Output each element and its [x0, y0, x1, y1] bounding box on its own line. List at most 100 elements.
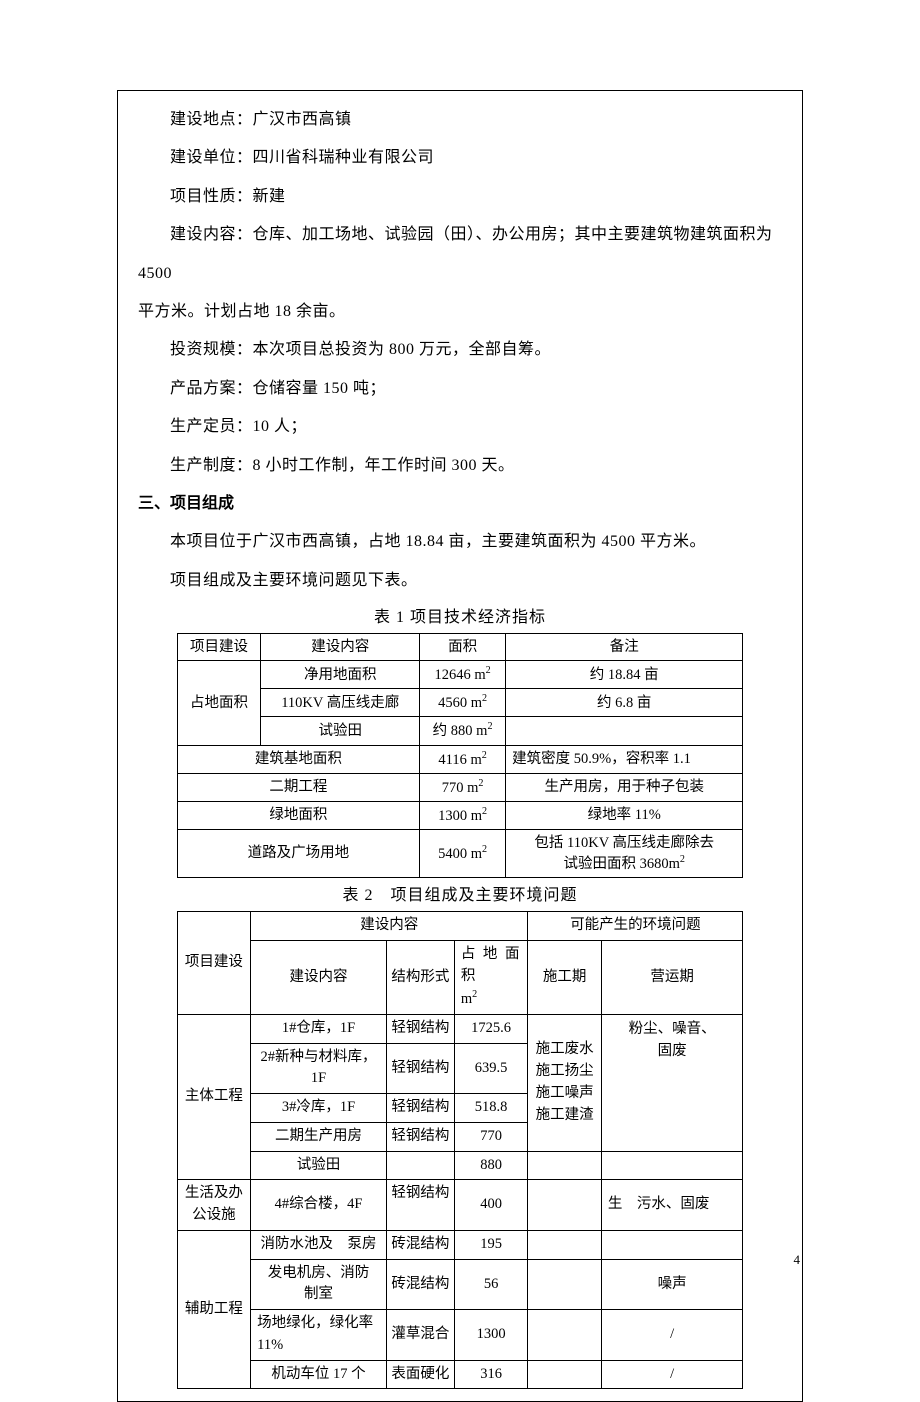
- t2-cons-env: 施工废水 施工扬尘 施工噪声 施工建渣: [528, 1014, 602, 1151]
- t2-r1c1: 1#仓库，1F: [251, 1014, 387, 1043]
- t1-r1c4: 约 18.84 亩: [506, 661, 743, 689]
- intro-invest: 投资规模：本次项目总投资为 800 万元，全部自筹。: [138, 331, 782, 369]
- t2-r9-oper: /: [601, 1310, 742, 1361]
- t1-r1c3-val: 12646 m: [434, 667, 485, 683]
- sup-icon: 2: [482, 806, 487, 817]
- table-row: 道路及广场用地 5400 m2 包括 110KV 高压线走廊除去 试验田面积 3…: [177, 829, 743, 877]
- section3-heading: 三、项目组成: [138, 485, 782, 523]
- t1-r7c4a: 包括 110KV 高压线走廊除去: [534, 835, 714, 851]
- t2-sh-area: 占 地 面 积 m2: [454, 940, 528, 1014]
- table-row: 辅助工程 消防水池及 泵房 砖混结构 195: [177, 1230, 743, 1259]
- intro-unit: 建设单位：四川省科瑞种业有限公司: [138, 139, 782, 177]
- t1-r6c3-val: 1300 m: [438, 808, 482, 824]
- intro-nature: 项目性质：新建: [138, 178, 782, 216]
- t1-r2c2: 110KV 高压线走廊: [261, 689, 420, 717]
- t1-r2c4: 约 6.8 亩: [506, 689, 743, 717]
- t1-r3c2: 试验田: [261, 717, 420, 745]
- table-row: 场地绿化，绿化率 11% 灌草混合 1300 /: [177, 1310, 743, 1361]
- t2-sh-area-a: 占 地 面 积: [461, 946, 522, 984]
- t2-r8c3: 56: [454, 1259, 528, 1310]
- t2-r6-oper: 生 污水、固废: [601, 1180, 742, 1231]
- t2-r9-cons: [528, 1310, 602, 1361]
- t2-r3c3: 518.8: [454, 1094, 528, 1123]
- t2-sh-cons: 施工期: [528, 940, 602, 1014]
- t1-r7c1: 道路及广场用地: [177, 829, 419, 877]
- intro-schedule: 生产制度：8 小时工作制，年工作时间 300 天。: [138, 447, 782, 485]
- t2-r5-oper: [601, 1151, 742, 1180]
- table1-caption: 表 1 项目技术经济指标: [138, 604, 782, 633]
- t2-cons-b: 施工扬尘: [536, 1063, 594, 1079]
- t2-r9c1: 场地绿化，绿化率 11%: [251, 1310, 387, 1361]
- t2-auxproj: 辅助工程: [177, 1230, 251, 1389]
- t1-r5c3-val: 770 m: [442, 780, 479, 796]
- t1-h2: 建设内容: [261, 633, 420, 660]
- t2-r9c3: 1300: [454, 1310, 528, 1361]
- t2-sh-area-b: m: [461, 991, 472, 1007]
- sup-icon: 2: [482, 750, 487, 761]
- t2-r4c1: 二期生产用房: [251, 1122, 387, 1151]
- t2-r5c1: 试验田: [251, 1151, 387, 1180]
- t1-r5c1: 二期工程: [177, 773, 419, 801]
- table-row: 项目建设 建设内容 可能产生的环境问题: [177, 912, 743, 941]
- t2-r10c3: 316: [454, 1360, 528, 1389]
- t1-r1c3: 12646 m2: [420, 661, 506, 689]
- page-number: 4: [794, 1252, 801, 1268]
- t2-r7c3: 195: [454, 1230, 528, 1259]
- t2-r4c3: 770: [454, 1122, 528, 1151]
- t1-r7c3-val: 5400 m: [438, 846, 482, 862]
- t2-r4c2: 轻钢结构: [386, 1122, 454, 1151]
- t2-r8-oper: 噪声: [601, 1259, 742, 1310]
- t2-r8c1: 发电机房、消防 制室: [251, 1259, 387, 1310]
- section3-p2: 项目组成及主要环境问题见下表。: [138, 562, 782, 600]
- t1-r5c4: 生产用房，用于种子包装: [506, 773, 743, 801]
- t2-r5c3: 880: [454, 1151, 528, 1180]
- table-row: 项目建设 建设内容 面积 备注: [177, 633, 743, 660]
- t2-oper-a: 粉尘、噪音、: [629, 1021, 716, 1037]
- t1-landarea: 占地面积: [177, 661, 261, 745]
- t2-oper-b: 固废: [658, 1043, 687, 1059]
- t2-cons-c: 施工噪声: [536, 1085, 594, 1101]
- intro-product: 产品方案：仓储容量 150 吨；: [138, 370, 782, 408]
- table-row: 发电机房、消防 制室 砖混结构 56 噪声: [177, 1259, 743, 1310]
- table-row: 试验田 880: [177, 1151, 743, 1180]
- t2-r5-cons: [528, 1151, 602, 1180]
- t2-r10-oper: /: [601, 1360, 742, 1389]
- table-row: 二期工程 770 m2 生产用房，用于种子包装: [177, 773, 743, 801]
- t2-mainproj: 主体工程: [177, 1014, 251, 1180]
- t1-r5c3: 770 m2: [420, 773, 506, 801]
- table-row: 占地面积 净用地面积 12646 m2 约 18.84 亩: [177, 661, 743, 689]
- sup-icon: 2: [472, 989, 477, 1000]
- t1-r3c3-val: 约 880 m: [433, 723, 488, 739]
- table-row: 机动车位 17 个 表面硬化 316 /: [177, 1360, 743, 1389]
- t1-r6c3: 1300 m2: [420, 801, 506, 829]
- t2-lifeproj: 生活及办公设施: [177, 1180, 251, 1231]
- intro-staff: 生产定员：10 人；: [138, 408, 782, 446]
- page-frame: 建设地点：广汉市西高镇 建设单位：四川省科瑞种业有限公司 项目性质：新建 建设内…: [117, 90, 803, 1402]
- t1-r7c4b: 试验田面积 3680m: [564, 856, 680, 872]
- table-row: 绿地面积 1300 m2 绿地率 11%: [177, 801, 743, 829]
- t2-r2c3: 639.5: [454, 1043, 528, 1094]
- t2-h-content: 建设内容: [251, 912, 528, 941]
- t2-r6c1: 4#综合楼，4F: [251, 1180, 387, 1231]
- t1-r7c4: 包括 110KV 高压线走廊除去 试验田面积 3680m2: [506, 829, 743, 877]
- t2-r2c1: 2#新种与材料库，1F: [251, 1043, 387, 1094]
- t1-r4c4: 建筑密度 50.9%，容积率 1.1: [506, 745, 743, 773]
- t2-h-item: 项目建设: [177, 912, 251, 1015]
- t2-r1c2: 轻钢结构: [386, 1014, 454, 1043]
- t2-r3c1: 3#冷库，1F: [251, 1094, 387, 1123]
- t2-cons-d: 施工建渣: [536, 1107, 594, 1123]
- t2-r8-cons: [528, 1259, 602, 1310]
- t2-r1c3: 1725.6: [454, 1014, 528, 1043]
- t2-oper-env: 粉尘、噪音、 固废: [601, 1014, 742, 1151]
- t2-r3c2: 轻钢结构: [386, 1094, 454, 1123]
- table-row: 建设内容 结构形式 占 地 面 积 m2 施工期 营运期: [177, 940, 743, 1014]
- t2-r6-cons: [528, 1180, 602, 1231]
- intro-content-a: 建设内容：仓库、加工场地、试验园（田）、办公用房；其中主要建筑物建筑面积为 45…: [138, 216, 782, 293]
- t2-sh-oper: 营运期: [601, 940, 742, 1014]
- t1-r1c2: 净用地面积: [261, 661, 420, 689]
- t2-r7-oper: [601, 1230, 742, 1259]
- t1-h4: 备注: [506, 633, 743, 660]
- t2-r2c2: 轻钢结构: [386, 1043, 454, 1094]
- t1-r4c3-val: 4116 m: [438, 751, 481, 767]
- t2-r9c2: 灌草混合: [386, 1310, 454, 1361]
